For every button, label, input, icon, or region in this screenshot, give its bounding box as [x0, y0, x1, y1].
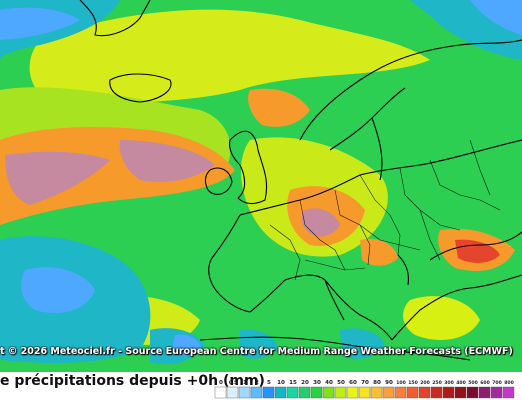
- legend-swatch: [238, 386, 251, 399]
- legend-swatch: [286, 386, 299, 399]
- legend-swatch: [262, 386, 275, 399]
- precip-orange-zone: [0, 88, 515, 271]
- precip-blue-zone: [0, 0, 522, 365]
- legend-swatch: [466, 386, 479, 399]
- legend-label: 400: [456, 380, 466, 386]
- legend-label: 10: [277, 380, 285, 386]
- legend-label: 150: [408, 380, 418, 386]
- legend-label: 50: [337, 380, 345, 386]
- legend-label: 500: [468, 380, 478, 386]
- legend-label: 100: [396, 380, 406, 386]
- precipitation-map[interactable]: [0, 0, 522, 372]
- legend-swatch: [226, 386, 239, 399]
- legend-swatch: [370, 386, 383, 399]
- legend-label: 40: [325, 380, 333, 386]
- legend-swatch: [250, 386, 263, 399]
- legend-label: 250: [432, 380, 442, 386]
- legend-label: 15: [289, 380, 297, 386]
- legend-swatch: [418, 386, 431, 399]
- legend-label: 60: [349, 380, 357, 386]
- legend-swatch: [490, 386, 503, 399]
- legend-swatch: [430, 386, 443, 399]
- legend-label: 300: [444, 380, 454, 386]
- legend-swatch: [442, 386, 455, 399]
- legend-label: 1: [243, 380, 247, 386]
- map-credit: t © 2026 Meteociel.fr - Source European …: [0, 346, 513, 357]
- legend-swatch: [322, 386, 335, 399]
- country-borders: [269, 139, 501, 281]
- legend-label: 600: [480, 380, 490, 386]
- legend-swatch: [382, 386, 395, 399]
- legend-label: 5: [267, 380, 271, 386]
- legend-swatch: [454, 386, 467, 399]
- legend-swatch: [274, 386, 287, 399]
- precipitation-legend: 0 0.5 1 2 5 10 15 20 30 40 50 60 70 80 90 100 150 200 250 3…: [214, 380, 515, 399]
- legend-label: 30: [313, 380, 321, 386]
- legend-label: 800: [504, 380, 514, 386]
- legend-swatch: [406, 386, 419, 399]
- legend-swatch: [502, 386, 515, 399]
- legend-swatch: [298, 386, 311, 399]
- legend-label: 0.5: [229, 380, 237, 386]
- map-title: e précipitations depuis +0h (mm): [0, 373, 265, 389]
- legend-label: 2: [255, 380, 259, 386]
- legend-swatch: [394, 386, 407, 399]
- legend-label: 80: [373, 380, 381, 386]
- legend-swatch: [478, 386, 491, 399]
- legend-swatch: [346, 386, 359, 399]
- legend-swatch: [310, 386, 323, 399]
- legend-label: 200: [420, 380, 430, 386]
- legend-swatch: [334, 386, 347, 399]
- legend-label: 70: [361, 380, 369, 386]
- legend-label: 20: [301, 380, 309, 386]
- legend-swatch: [214, 386, 227, 399]
- legend-label: 700: [492, 380, 502, 386]
- legend-label: 0: [219, 380, 223, 386]
- legend-label: 90: [385, 380, 393, 386]
- legend-swatch: [358, 386, 371, 399]
